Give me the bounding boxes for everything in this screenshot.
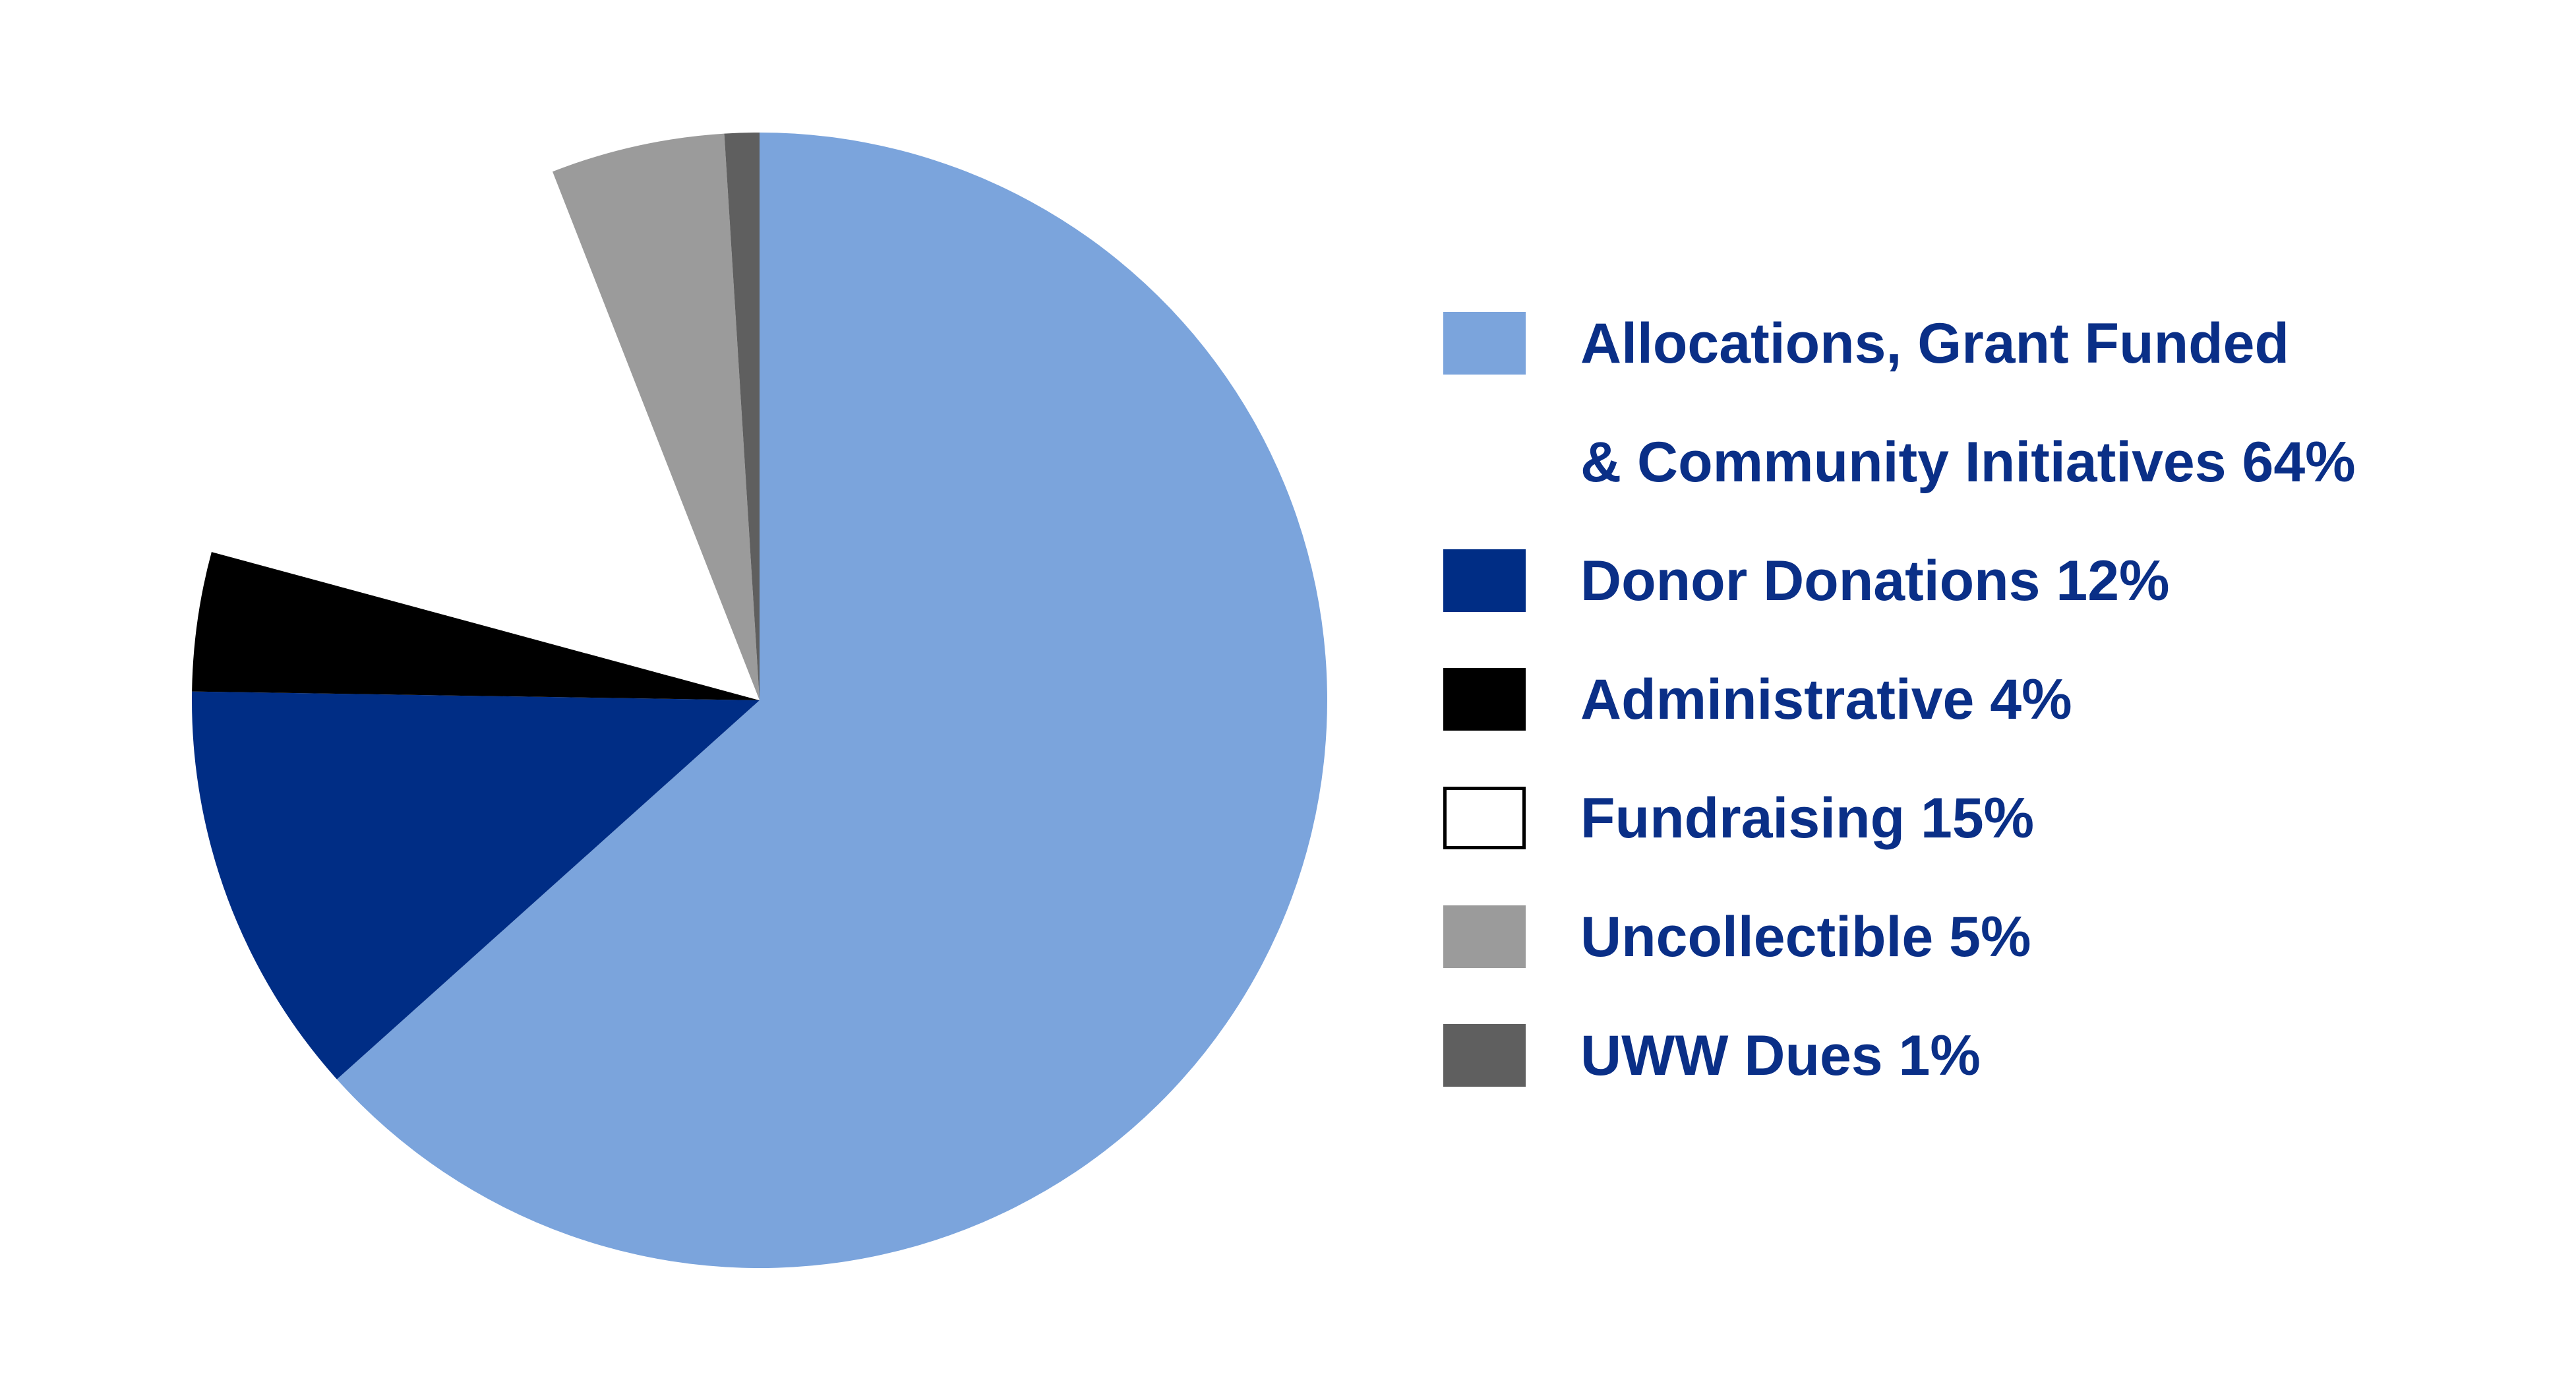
pie-slice [192, 552, 760, 700]
pie-slice [724, 133, 760, 700]
legend-swatch [1443, 668, 1526, 731]
legend-item: Fundraising 15% [1443, 759, 2356, 878]
legend-item: Administrative 4% [1443, 640, 2356, 759]
legend-label: Allocations, Grant Funded & Community In… [1580, 312, 2356, 494]
legend-swatch [1443, 787, 1526, 849]
legend-swatch [1443, 1024, 1526, 1087]
legend-label: Fundraising 15% [1580, 787, 2035, 850]
pie-slice [336, 133, 1328, 1268]
legend-label: UWW Dues 1% [1580, 1024, 1981, 1087]
legend-label: Donor Donations 12% [1580, 549, 2170, 613]
legend-label: Uncollectible 5% [1580, 905, 2031, 969]
legend-swatch [1443, 312, 1526, 375]
legend-item: Donor Donations 12% [1443, 522, 2356, 640]
legend: Allocations, Grant Funded & Community In… [1443, 284, 2356, 1115]
pie-slice [553, 133, 760, 700]
pie-slice [211, 171, 760, 700]
legend-item: UWW Dues 1% [1443, 996, 2356, 1115]
legend-swatch [1443, 549, 1526, 612]
legend-item: Uncollectible 5% [1443, 878, 2356, 996]
pie-slice [192, 691, 760, 1079]
legend-item: Allocations, Grant Funded & Community In… [1443, 284, 2356, 522]
legend-label: Administrative 4% [1580, 668, 2072, 731]
legend-swatch [1443, 905, 1526, 968]
